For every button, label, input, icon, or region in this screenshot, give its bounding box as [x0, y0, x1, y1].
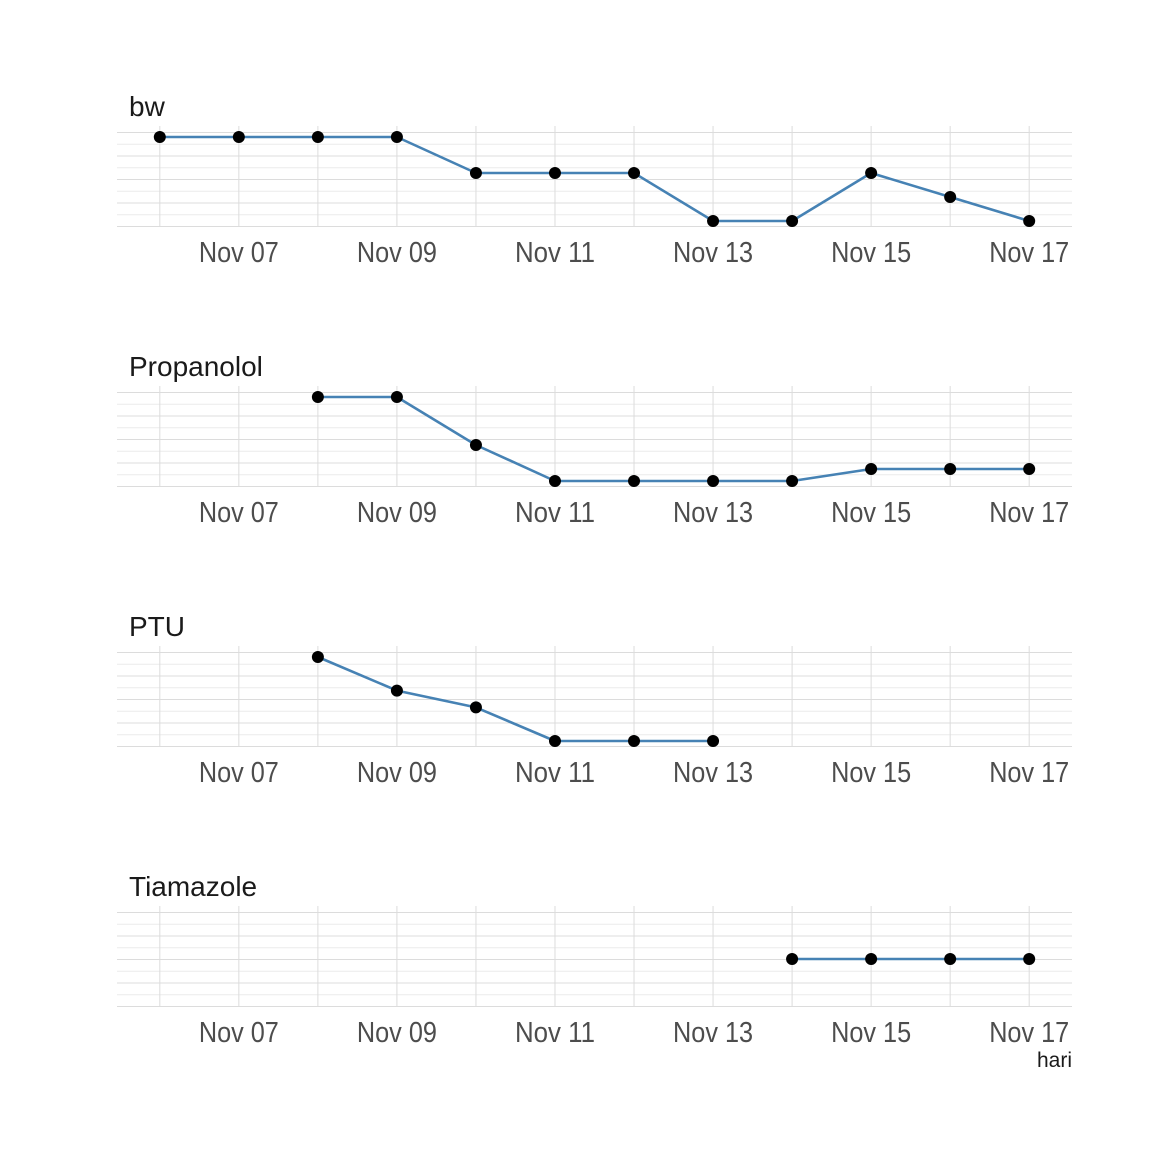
data-point — [311, 651, 324, 663]
x-tick-label: Nov 09 — [357, 1017, 437, 1049]
x-tick-label: Nov 15 — [831, 1017, 911, 1049]
x-tick-label: Nov 13 — [673, 237, 753, 269]
x-tick-label: Nov 17 — [989, 497, 1069, 529]
data-point — [469, 701, 482, 714]
data-point — [1023, 953, 1036, 965]
x-tick-label: Nov 09 — [357, 237, 437, 269]
data-point — [944, 191, 957, 203]
data-point — [153, 131, 166, 143]
chart-caption: hari — [1037, 1049, 1072, 1072]
x-tick-label: Nov 17 — [989, 1017, 1069, 1049]
data-point — [865, 463, 878, 475]
x-tick-label: Nov 09 — [357, 757, 437, 789]
data-point — [311, 391, 324, 403]
data-point — [944, 463, 957, 475]
data-point — [786, 475, 799, 487]
x-tick-label: Nov 17 — [989, 757, 1069, 789]
data-point — [390, 684, 403, 697]
data-point — [786, 953, 799, 965]
x-tick-label: Nov 15 — [831, 757, 911, 789]
data-point — [628, 475, 641, 487]
data-point — [628, 735, 641, 747]
data-point — [390, 131, 403, 143]
data-point — [707, 735, 720, 747]
data-point — [390, 391, 403, 403]
x-tick-label: Nov 11 — [515, 237, 595, 269]
data-point — [944, 953, 957, 965]
panel-title: Propanolol — [129, 351, 263, 382]
x-tick-label: Nov 07 — [199, 497, 279, 529]
series-line — [317, 655, 714, 743]
data-point — [548, 167, 561, 179]
panel-ptu: PTU Nov 07 Nov 09 Nov 11 Nov 13 Nov 15 Nov 17 — [117, 611, 1072, 789]
x-tick-label: Nov 17 — [989, 237, 1069, 269]
x-tick-label: Nov 09 — [357, 497, 437, 529]
panel-title: PTU — [129, 611, 185, 642]
data-point — [232, 131, 245, 143]
x-tick-label: Nov 15 — [831, 497, 911, 529]
x-tick-label: Nov 13 — [673, 757, 753, 789]
x-tick-label: Nov 11 — [515, 497, 595, 529]
panel-title: bw — [129, 91, 166, 122]
x-tick-label: Nov 13 — [673, 1017, 753, 1049]
data-point — [865, 953, 878, 965]
panel-bw: bw Nov 07 Nov 09 Nov 11 Nov 13 Nov 15 Nov 17 — [117, 91, 1072, 269]
x-tick-label: Nov 07 — [199, 757, 279, 789]
data-point — [628, 167, 641, 179]
panel-title: Tiamazole — [129, 871, 257, 902]
panel-propanolol: Propanolol Nov 07 Nov 09 Nov 11 Nov 13 Nov 15… — [117, 351, 1072, 529]
x-tick-label: Nov 11 — [515, 1017, 595, 1049]
data-point — [548, 475, 561, 487]
data-point — [469, 439, 482, 451]
data-point — [548, 735, 561, 747]
data-point — [469, 167, 482, 179]
data-point — [707, 215, 720, 227]
data-point — [1023, 215, 1036, 227]
data-point — [786, 215, 799, 227]
data-point — [311, 131, 324, 143]
series-line — [159, 135, 1030, 223]
series-line — [317, 395, 1030, 483]
data-point — [707, 475, 720, 487]
x-tick-label: Nov 13 — [673, 497, 753, 529]
x-tick-label: Nov 07 — [199, 237, 279, 269]
data-point — [1023, 463, 1036, 475]
data-point — [865, 167, 878, 179]
x-tick-label: Nov 11 — [515, 757, 595, 789]
x-tick-label: Nov 07 — [199, 1017, 279, 1049]
panel-tiamazole: Tiamazole Nov 07 Nov 09 Nov 11 Nov 13 Nov 15 N… — [117, 871, 1072, 1049]
x-tick-label: Nov 15 — [831, 237, 911, 269]
